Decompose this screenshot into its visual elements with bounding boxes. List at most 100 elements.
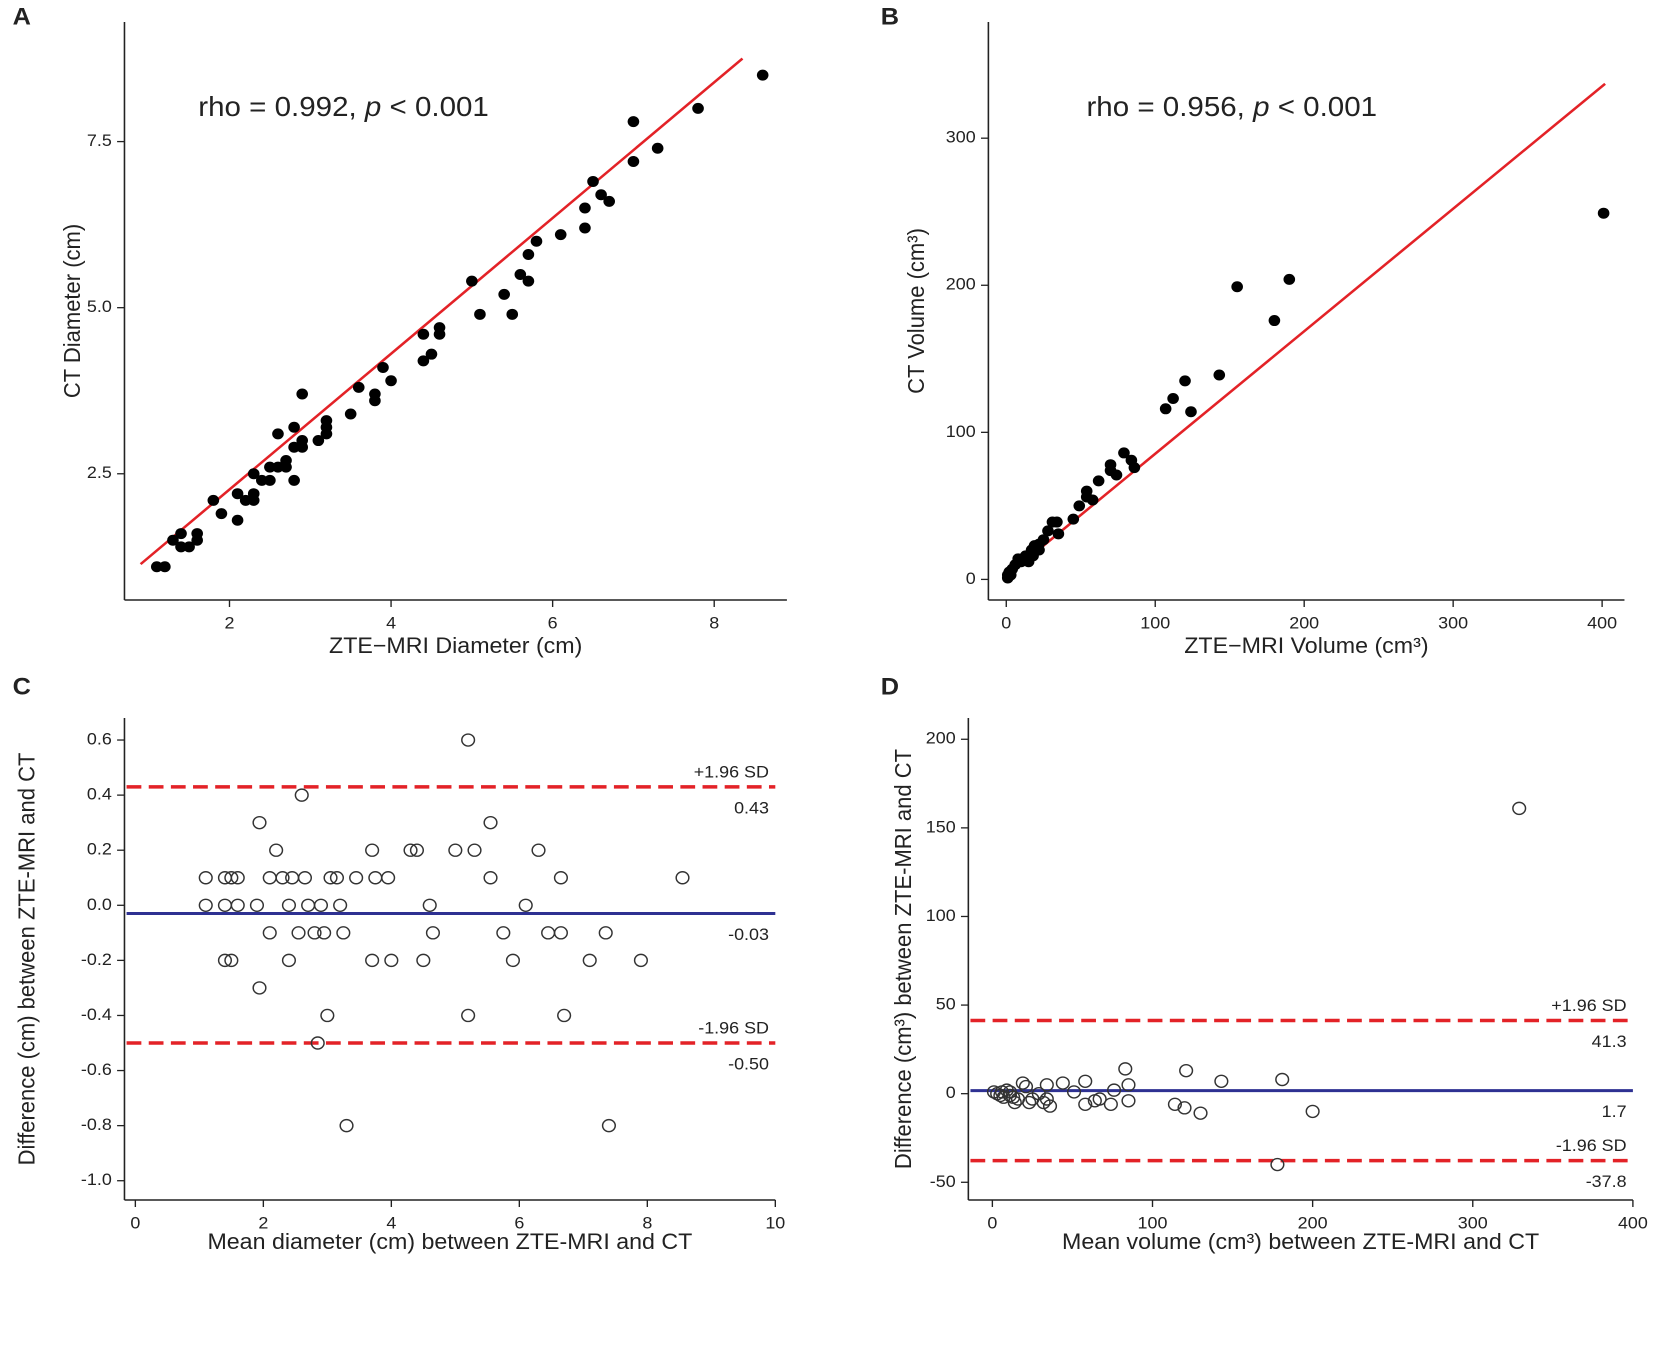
- point: [1167, 1097, 1182, 1112]
- point: [307, 926, 322, 940]
- x-tick-label: 300: [1458, 1213, 1488, 1232]
- point: [1036, 1095, 1051, 1110]
- x-tick-label: 400: [1587, 613, 1617, 632]
- panel-label: B: [881, 4, 899, 30]
- point: [1283, 273, 1296, 285]
- point: [1107, 1083, 1122, 1097]
- point: [417, 328, 430, 340]
- point: [312, 435, 325, 447]
- point: [1051, 516, 1063, 528]
- point: [1001, 572, 1014, 584]
- point: [627, 116, 640, 128]
- point: [541, 926, 556, 940]
- point: [247, 488, 260, 500]
- point: [1092, 475, 1105, 487]
- point: [498, 288, 510, 300]
- y-tick-label: -50: [930, 1171, 956, 1190]
- y-tick-label: 150: [926, 817, 956, 836]
- point: [1118, 447, 1130, 459]
- x-axis-label: Mean volume (cm³) between ZTE-MRI and CT: [1062, 1229, 1539, 1253]
- point: [365, 843, 380, 857]
- y-tick-label: 5.0: [87, 297, 112, 316]
- point: [217, 898, 233, 912]
- point: [288, 474, 300, 486]
- point: [264, 474, 276, 486]
- reference-name: -1.96 SD: [698, 1018, 769, 1037]
- point: [320, 1008, 335, 1023]
- point: [198, 871, 213, 885]
- point: [425, 348, 438, 360]
- point: [320, 415, 333, 427]
- point: [1179, 1063, 1194, 1078]
- point: [1073, 500, 1086, 512]
- point: [272, 461, 284, 473]
- point: [422, 898, 437, 912]
- annotation: rho = 0.992, p < 0.001: [198, 91, 489, 122]
- point: [349, 871, 364, 885]
- point: [1002, 1085, 1018, 1099]
- point: [461, 733, 476, 747]
- point: [554, 229, 567, 241]
- point: [466, 275, 478, 287]
- x-tick-label: 0: [1001, 613, 1011, 632]
- point: [352, 381, 365, 393]
- point: [651, 142, 664, 154]
- point: [150, 561, 163, 573]
- x-tick-label: 4: [386, 1213, 396, 1232]
- point: [207, 494, 220, 506]
- x-tick-label: 100: [1140, 613, 1170, 632]
- annotation: rho = 0.956, p < 0.001: [1086, 91, 1377, 122]
- y-tick-label: 100: [946, 421, 976, 440]
- x-tick-label: 100: [1138, 1213, 1168, 1232]
- point: [505, 953, 520, 968]
- x-axis-label: ZTE−MRI Volume (cm³): [1184, 633, 1428, 657]
- reference-name: +1.96 SD: [1551, 995, 1626, 1014]
- point: [1042, 525, 1054, 537]
- point: [224, 953, 239, 968]
- point: [198, 898, 213, 912]
- x-tick-label: 0: [130, 1213, 140, 1232]
- point: [256, 474, 268, 486]
- point: [288, 421, 300, 433]
- point: [467, 843, 482, 857]
- point: [425, 926, 441, 940]
- point: [692, 102, 704, 114]
- point: [262, 926, 277, 940]
- annotation-part: rho = 0.992,: [198, 91, 365, 122]
- point: [1087, 1094, 1102, 1108]
- annotation-part: < 0.001: [381, 91, 489, 122]
- y-tick-label: 200: [926, 728, 956, 747]
- y-axis-label: CT Volume (cm³): [903, 228, 929, 394]
- y-tick-label: 0: [946, 1083, 956, 1102]
- point: [531, 843, 546, 857]
- point: [230, 898, 245, 912]
- y-tick-label: -0.4: [81, 1004, 112, 1023]
- point: [288, 441, 300, 453]
- y-tick-label: -1.0: [81, 1170, 112, 1189]
- y-tick-label: 0.2: [87, 839, 112, 858]
- point: [167, 534, 179, 546]
- y-tick-label: 2.5: [87, 463, 112, 482]
- x-tick-label: 8: [709, 613, 719, 632]
- x-tick-label: 2: [225, 613, 235, 632]
- point: [1121, 1078, 1136, 1092]
- point: [1185, 406, 1197, 418]
- y-tick-label: 0: [966, 568, 976, 587]
- point: [262, 871, 277, 885]
- x-tick-label: 200: [1298, 1213, 1328, 1232]
- point: [518, 898, 533, 912]
- point: [1022, 556, 1035, 568]
- point: [231, 488, 244, 500]
- y-tick-label: 0.4: [87, 784, 112, 803]
- point: [514, 268, 527, 280]
- point: [296, 435, 309, 447]
- point: [269, 843, 284, 857]
- y-axis-label: CT Diameter (cm): [59, 224, 85, 398]
- point: [1103, 1097, 1118, 1112]
- point: [603, 195, 615, 207]
- point: [281, 953, 297, 968]
- point: [1080, 491, 1093, 503]
- x-tick-label: 6: [548, 613, 558, 632]
- point: [601, 1118, 616, 1133]
